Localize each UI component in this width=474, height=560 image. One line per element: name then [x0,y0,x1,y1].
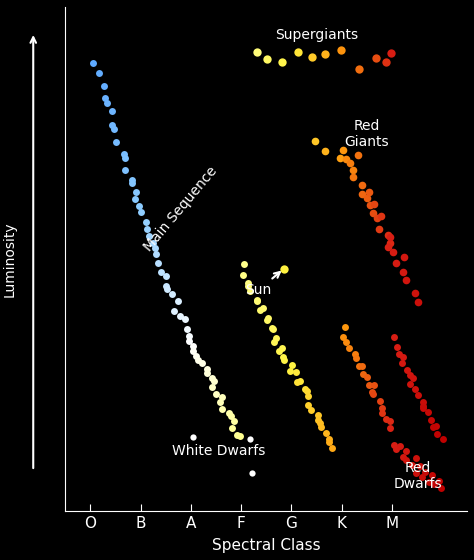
Text: White Dwarfs: White Dwarfs [172,444,265,458]
Text: Main Sequence: Main Sequence [141,164,220,254]
X-axis label: Spectral Class: Spectral Class [212,538,320,553]
Text: Sun: Sun [246,272,280,297]
Text: Red
Dwarfs: Red Dwarfs [393,461,442,491]
Text: Supergiants: Supergiants [275,27,358,41]
Text: Red
Giants: Red Giants [344,119,389,150]
Text: Luminosity: Luminosity [2,221,16,297]
